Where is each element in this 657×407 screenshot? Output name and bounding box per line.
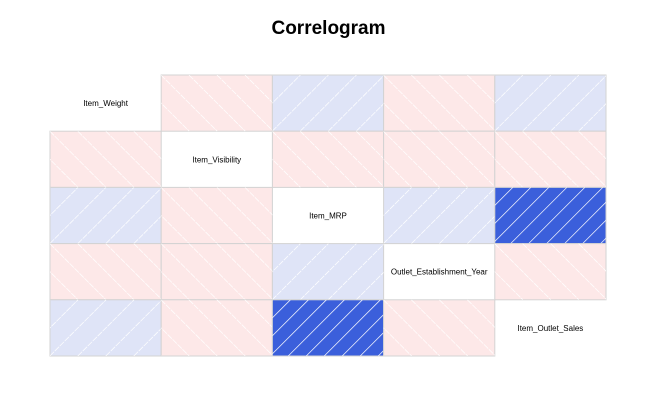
hatch-lines [161,243,273,300]
hatch-lines [50,243,162,300]
variable-label: Outlet_Establishment_Year [391,268,488,277]
correlation-cell [160,186,273,245]
correlation-cell [494,186,607,245]
hatch-lines [272,131,384,188]
correlation-cell [383,74,496,132]
correlation-cell [49,130,162,188]
hatch-lines [383,131,495,188]
variable-label: Item_Visibility [192,155,241,164]
hatch-lines [50,131,162,188]
hatch-lines [494,131,606,188]
hatch-lines [50,299,162,356]
hatch-lines [383,299,495,356]
correlation-cell [383,186,496,245]
correlation-cell [49,186,162,245]
hatch-lines [383,75,495,132]
variable-label: Item_Weight [83,99,129,108]
hatch-lines [383,187,495,244]
hatch-lines [161,299,273,356]
hatch-lines [494,187,606,244]
correlation-cell [383,299,496,357]
chart-title: Correlogram [271,18,386,39]
hatch-lines [161,187,273,244]
hatch-lines [494,243,606,300]
correlation-cell [271,243,385,301]
hatch-lines [161,75,273,132]
hatch-lines [272,243,384,300]
correlation-cell [383,130,496,188]
correlation-cell [494,130,607,188]
variable-label: Item_Outlet_Sales [517,324,583,333]
correlation-cell [49,243,162,301]
correlation-cell [494,74,607,132]
hatch-lines [272,299,384,356]
hatch-lines [272,75,384,132]
correlation-cell [160,243,273,301]
correlation-cell [494,243,607,301]
correlation-cell [49,299,162,357]
correlation-cell [271,130,385,188]
hatch-lines [50,187,162,244]
correlation-cell [160,299,273,357]
hatch-lines [494,75,606,132]
correlation-cell [271,299,385,357]
variable-label: Item_MRP [309,212,347,221]
